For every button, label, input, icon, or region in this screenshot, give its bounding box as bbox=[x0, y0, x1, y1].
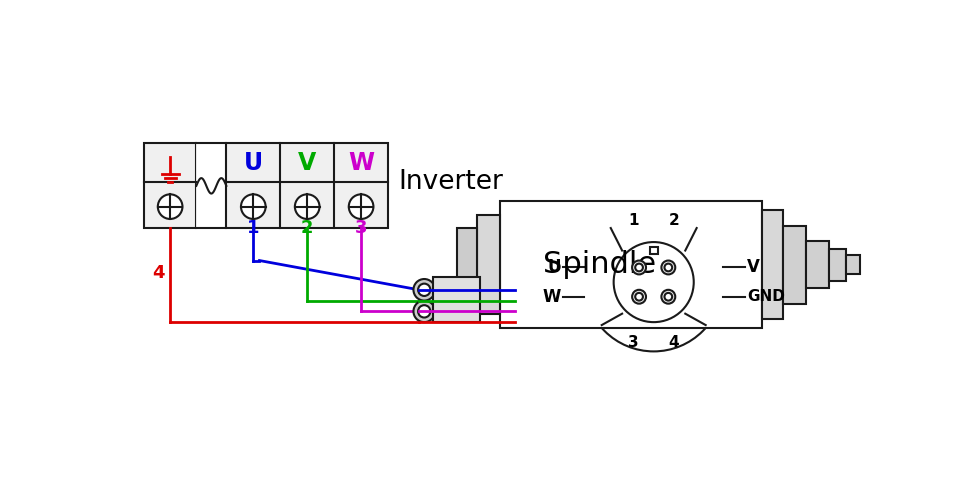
Circle shape bbox=[414, 279, 435, 300]
Circle shape bbox=[414, 300, 435, 322]
Text: GND: GND bbox=[747, 289, 784, 304]
Bar bbox=[622, 250, 685, 314]
Bar bbox=[846, 255, 860, 274]
Text: U: U bbox=[547, 258, 561, 276]
Text: 1: 1 bbox=[629, 213, 639, 228]
Circle shape bbox=[348, 195, 373, 219]
Circle shape bbox=[632, 290, 646, 304]
Circle shape bbox=[632, 261, 646, 274]
Circle shape bbox=[636, 293, 643, 300]
Text: U: U bbox=[244, 151, 263, 175]
Bar bbox=[476, 215, 500, 315]
Bar bbox=[434, 277, 480, 322]
Text: Inverter: Inverter bbox=[398, 169, 503, 195]
Text: V: V bbox=[298, 151, 317, 175]
Circle shape bbox=[419, 284, 430, 296]
Circle shape bbox=[295, 195, 320, 219]
Circle shape bbox=[157, 195, 182, 219]
Circle shape bbox=[585, 213, 723, 351]
Text: W: W bbox=[348, 151, 374, 175]
Circle shape bbox=[613, 242, 694, 322]
Text: 1: 1 bbox=[247, 220, 259, 238]
Bar bbox=[650, 247, 658, 254]
Circle shape bbox=[664, 264, 672, 271]
Circle shape bbox=[241, 195, 266, 219]
Text: Spindle: Spindle bbox=[542, 250, 656, 279]
Text: V: V bbox=[747, 258, 759, 276]
Text: 3: 3 bbox=[629, 335, 639, 350]
Text: 4: 4 bbox=[668, 335, 679, 350]
Text: 2: 2 bbox=[668, 213, 679, 228]
Text: W: W bbox=[542, 288, 561, 306]
Bar bbox=[144, 144, 196, 228]
Circle shape bbox=[661, 261, 675, 274]
Circle shape bbox=[636, 264, 643, 271]
Bar bbox=[227, 144, 388, 228]
Bar bbox=[806, 241, 829, 288]
Circle shape bbox=[664, 293, 672, 300]
Bar bbox=[761, 211, 783, 319]
Circle shape bbox=[661, 290, 675, 304]
Circle shape bbox=[419, 305, 430, 318]
Bar bbox=[457, 228, 476, 301]
Bar bbox=[783, 226, 806, 304]
Text: 4: 4 bbox=[153, 264, 165, 282]
Bar bbox=[500, 201, 761, 328]
Bar bbox=[829, 249, 846, 281]
Text: 2: 2 bbox=[300, 220, 314, 238]
Text: 3: 3 bbox=[355, 220, 368, 238]
